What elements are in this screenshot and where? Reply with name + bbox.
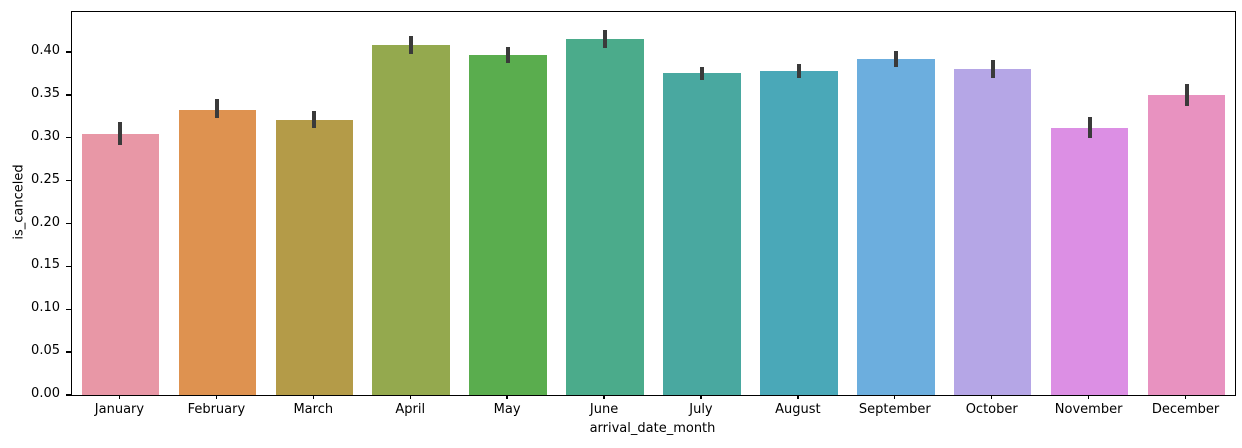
bar-march <box>275 119 354 395</box>
error-bar-may <box>506 46 511 64</box>
x-tick-mark <box>1184 395 1187 399</box>
bar-may <box>469 54 547 395</box>
error-bar-february <box>215 99 220 119</box>
x-tick-label-may: May <box>493 402 521 417</box>
bar-october <box>953 69 1032 395</box>
y-tick-label: 0.00 <box>31 386 60 401</box>
x-axis-label: arrival_date_month <box>589 421 716 436</box>
error-bar-january <box>118 122 123 145</box>
bar-june <box>566 39 644 395</box>
x-tick-label-march: March <box>293 402 334 417</box>
x-tick-mark <box>894 395 896 399</box>
bar-january <box>81 133 160 395</box>
error-bar-march <box>312 111 317 129</box>
y-tick-mark <box>66 51 71 53</box>
y-tick-mark <box>66 137 71 139</box>
x-tick-mark <box>700 395 702 399</box>
x-tick-mark <box>797 395 799 399</box>
error-bar-september <box>893 51 898 67</box>
x-tick-label-june: June <box>589 402 619 417</box>
y-tick-label: 0.15 <box>31 257 60 273</box>
bar-december <box>1147 94 1226 395</box>
y-tick-label: 0.20 <box>31 214 60 230</box>
x-tick-label-august: August <box>775 402 821 417</box>
y-tick-label: 0.10 <box>31 300 60 316</box>
x-tick-label-april: April <box>395 402 426 417</box>
plot-area <box>66 11 1236 396</box>
error-bar-december <box>1184 83 1189 107</box>
y-tick-label: 0.25 <box>31 171 60 187</box>
x-tick-mark <box>1087 395 1090 399</box>
x-tick-label-november: November <box>1054 402 1123 417</box>
error-bar-july <box>699 66 704 81</box>
bar-april <box>372 45 450 395</box>
x-tick-mark <box>991 395 993 399</box>
error-bar-april <box>409 35 414 54</box>
x-tick-mark <box>603 395 605 399</box>
error-bar-june <box>603 29 608 48</box>
y-tick-mark <box>66 179 71 182</box>
bar-july <box>663 73 741 395</box>
x-tick-label-december: December <box>1151 402 1220 417</box>
y-tick-mark <box>66 394 71 396</box>
y-tick-label: 0.30 <box>31 128 60 144</box>
x-tick-mark <box>506 395 508 399</box>
x-tick-label-january: January <box>94 402 145 417</box>
x-tick-label-october: October <box>965 402 1018 417</box>
y-tick-mark <box>66 265 71 268</box>
x-tick-label-july: July <box>689 402 713 417</box>
bar-august <box>760 70 838 395</box>
x-tick-label-february: February <box>187 402 246 417</box>
x-tick-mark <box>312 395 314 399</box>
y-tick-label: 0.40 <box>31 43 60 59</box>
y-tick-mark <box>66 222 71 225</box>
bar-february <box>178 109 257 395</box>
x-tick-mark <box>409 395 411 399</box>
x-tick-mark <box>118 395 121 399</box>
y-tick-mark <box>66 94 71 96</box>
y-tick-label: 0.05 <box>31 343 60 359</box>
error-bar-november <box>1087 117 1092 138</box>
error-bar-august <box>796 64 801 78</box>
y-tick-mark <box>66 351 71 353</box>
y-tick-label: 0.35 <box>31 85 60 101</box>
x-tick-label-september: September <box>858 402 931 417</box>
bar-november <box>1050 127 1129 395</box>
bar-september <box>857 58 935 395</box>
x-tick-mark <box>215 395 218 399</box>
y-tick-mark <box>66 308 71 310</box>
error-bar-october <box>990 59 995 78</box>
